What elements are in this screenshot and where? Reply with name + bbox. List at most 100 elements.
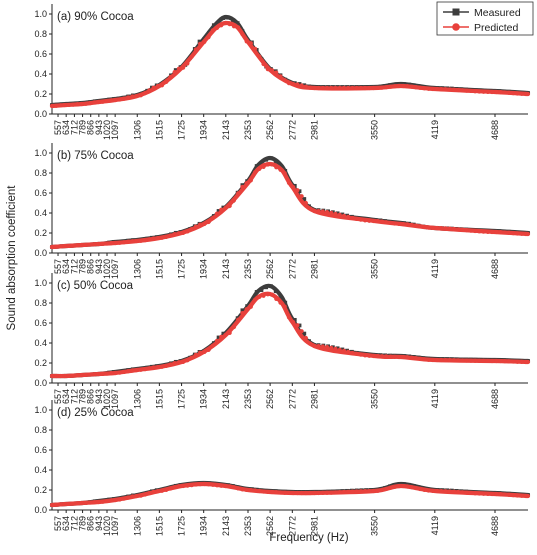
predicted-point (337, 347, 342, 352)
predicted-point (252, 46, 258, 51)
predicted-point (100, 499, 105, 504)
predicted-point (278, 167, 283, 172)
predicted-point (456, 87, 461, 93)
predicted-point (210, 28, 215, 33)
predicted-point (138, 93, 143, 98)
predicted-point (515, 493, 520, 498)
predicted-point (223, 20, 228, 26)
measured-point (297, 82, 302, 86)
x-tick-label: 866 (86, 259, 96, 274)
predicted-point (511, 493, 516, 498)
predicted-point (430, 357, 435, 363)
predicted-point (227, 484, 232, 489)
predicted-point (447, 226, 452, 231)
predicted-point (223, 332, 228, 338)
predicted-point (291, 320, 296, 325)
predicted-point (248, 41, 253, 46)
predicted-point (96, 371, 101, 377)
predicted-point (375, 85, 380, 91)
predicted-point (477, 89, 482, 94)
predicted-point (375, 353, 380, 359)
predicted-point (176, 231, 182, 236)
predicted-point (430, 488, 435, 494)
x-tick-label: 1306 (132, 516, 142, 536)
predicted-point (409, 84, 414, 89)
predicted-point (354, 489, 359, 494)
predicted-point (126, 369, 131, 374)
predicted-point (75, 102, 80, 107)
predicted-point (405, 355, 410, 360)
predicted-point (307, 341, 313, 346)
predicted-point (316, 85, 321, 91)
x-tick-label: 1515 (154, 259, 164, 279)
predicted-point (464, 228, 469, 233)
predicted-point (274, 70, 279, 75)
predicted-point (430, 86, 435, 92)
predicted-point (405, 84, 410, 89)
predicted-point (519, 493, 524, 498)
predicted-point (456, 227, 461, 232)
predicted-point (363, 218, 368, 223)
predicted-point (117, 370, 122, 375)
predicted-point (248, 304, 253, 309)
predicted-point (282, 304, 287, 309)
predicted-point (210, 216, 215, 221)
measured-point (216, 335, 221, 340)
predicted-point (134, 493, 139, 499)
predicted-point (252, 488, 258, 493)
predicted-point (231, 485, 237, 490)
predicted-point (485, 358, 490, 364)
x-tick-label: 1097 (110, 516, 120, 536)
predicted-point (104, 241, 110, 246)
predicted-point (79, 500, 84, 506)
predicted-point (214, 338, 220, 344)
predicted-point (494, 229, 499, 235)
predicted-point (240, 32, 245, 37)
predicted-point (113, 97, 118, 103)
predicted-point (468, 490, 473, 496)
x-tick-label: 2981 (309, 259, 319, 279)
predicted-point (363, 85, 368, 91)
measured-point (216, 20, 221, 25)
predicted-point (223, 205, 228, 211)
predicted-point (236, 191, 241, 196)
predicted-point (240, 487, 245, 492)
predicted-point (295, 188, 300, 193)
predicted-point (159, 83, 165, 88)
predicted-point (189, 355, 194, 360)
x-tick-label: 3550 (370, 389, 380, 409)
predicted-point (443, 489, 448, 494)
predicted-point (379, 219, 385, 224)
predicted-point (193, 47, 198, 52)
predicted-point (117, 97, 122, 102)
measured-point (211, 23, 216, 28)
predicted-point (460, 358, 465, 363)
y-tick-label: 1.0 (34, 405, 47, 415)
predicted-point (206, 35, 211, 40)
x-tick-label: 1020 (102, 259, 112, 279)
predicted-point (240, 184, 245, 190)
x-tick-label: 789 (78, 516, 88, 531)
y-tick-label: 0.6 (34, 445, 47, 455)
predicted-point (79, 372, 84, 378)
predicted-point (189, 483, 194, 488)
predicted-point (401, 354, 406, 360)
x-tick-label: 634 (61, 516, 71, 531)
predicted-point (502, 359, 507, 364)
predicted-point (83, 372, 88, 377)
predicted-point (418, 356, 423, 361)
x-tick-label: 943 (94, 120, 104, 135)
predicted-point (337, 85, 342, 91)
x-tick-label: 1097 (110, 259, 120, 279)
predicted-point (439, 86, 444, 92)
measured-point (240, 308, 245, 313)
predicted-point (320, 85, 325, 91)
predicted-point (354, 351, 359, 356)
predicted-point (219, 483, 224, 488)
predicted-point (443, 87, 448, 92)
predicted-point (307, 206, 313, 211)
predicted-point (147, 491, 152, 496)
predicted-point (401, 483, 406, 489)
predicted-point (367, 488, 372, 494)
predicted-point (358, 217, 363, 222)
